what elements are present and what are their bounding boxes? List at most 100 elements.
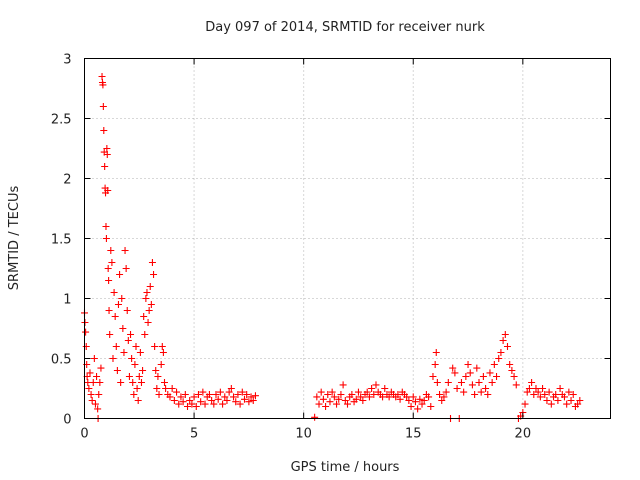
data-point (129, 379, 137, 386)
data-point (104, 265, 112, 272)
data-point (109, 355, 117, 362)
data-point (136, 349, 144, 356)
data-point (473, 364, 481, 372)
data-point (134, 397, 142, 404)
data-point (433, 379, 441, 386)
data-point (432, 349, 440, 356)
data-point (339, 381, 347, 389)
data-point (97, 364, 105, 372)
data-point (221, 393, 229, 401)
chart-title: Day 097 of 2014, SRMTID for receiver nur… (205, 20, 485, 35)
grid-lines (84, 58, 611, 419)
data-point (503, 343, 511, 350)
data-point (466, 369, 474, 377)
data-point (95, 391, 103, 398)
data-point (225, 388, 233, 396)
data-point (161, 379, 168, 386)
data-point (444, 379, 452, 386)
data-point (521, 400, 529, 408)
data-point (543, 397, 551, 404)
y-tick-label: 1.5 (51, 233, 72, 248)
data-point (539, 385, 547, 392)
data-point (177, 393, 185, 401)
data-point (547, 400, 555, 408)
data-point (440, 393, 448, 401)
data-point (179, 398, 187, 406)
data-point (354, 388, 362, 396)
data-point (451, 369, 459, 377)
data-point (330, 393, 338, 401)
data-point (173, 388, 181, 396)
data-point (532, 385, 540, 392)
data-point (405, 397, 413, 404)
data-point (223, 397, 231, 404)
data-point (122, 265, 130, 272)
data-point (565, 388, 573, 396)
data-point (488, 379, 496, 386)
data-point (416, 395, 424, 403)
data-point (123, 307, 131, 314)
data-point (184, 403, 192, 410)
data-point (154, 373, 162, 380)
data-point (214, 395, 222, 403)
data-point (493, 373, 501, 380)
data-point (120, 349, 128, 356)
x-tick-labels: 0 5 10 15 20 (80, 427, 531, 442)
data-point (166, 393, 174, 401)
data-point (431, 361, 439, 368)
data-point (471, 391, 479, 398)
data-point (381, 385, 389, 392)
data-point (337, 391, 345, 398)
data-point (227, 385, 235, 392)
data-point (335, 395, 343, 403)
data-point (119, 325, 127, 332)
data-point (145, 307, 153, 314)
data-point (311, 413, 319, 421)
data-point (475, 379, 483, 386)
data-point (108, 259, 116, 266)
data-point (313, 393, 321, 401)
data-point (363, 388, 371, 396)
data-point (315, 400, 323, 408)
data-point (460, 388, 468, 396)
data-point (201, 400, 209, 408)
data-point (348, 391, 356, 398)
data-point (157, 361, 165, 368)
data-point (464, 361, 472, 368)
data-point (131, 361, 139, 368)
data-point (396, 395, 404, 403)
data-point (328, 388, 336, 396)
data-point (125, 373, 133, 380)
data-point (205, 391, 213, 398)
data-point (462, 373, 470, 380)
data-point (110, 289, 118, 296)
data-point (99, 81, 107, 89)
data-point (479, 373, 487, 380)
data-point (118, 295, 126, 302)
data-point (142, 295, 150, 302)
data-point (124, 337, 132, 344)
data-point (105, 307, 113, 314)
data-point (82, 343, 90, 350)
data-point (98, 73, 106, 80)
data-points (81, 73, 584, 422)
data-point (96, 379, 104, 386)
data-point (420, 397, 428, 404)
y-tick-label: 2.5 (51, 113, 72, 128)
data-point (170, 397, 178, 404)
data-point (135, 373, 143, 380)
data-point (352, 395, 360, 403)
data-point (100, 127, 108, 134)
data-point (563, 400, 571, 408)
data-point (121, 247, 129, 254)
data-point (409, 393, 417, 401)
data-point (216, 388, 224, 396)
data-point (333, 400, 341, 408)
data-point (541, 391, 549, 398)
data-point (114, 301, 122, 308)
data-point (525, 385, 533, 392)
data-point (512, 381, 520, 389)
data-point (107, 247, 115, 254)
data-point (427, 403, 435, 410)
data-point (194, 391, 202, 398)
